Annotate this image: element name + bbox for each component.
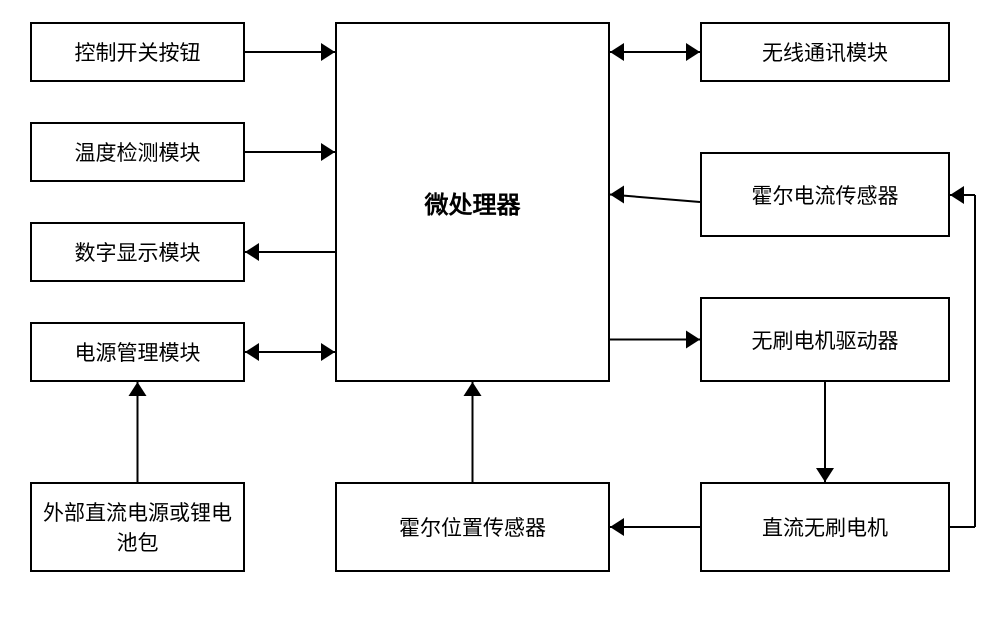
box-label-bottom: 霍尔位置传感器 <box>399 512 546 542</box>
box-label-center: 微处理器 <box>425 185 521 220</box>
box-left4: 电源管理模块 <box>30 322 245 382</box>
box-label-right4: 直流无刷电机 <box>762 512 888 542</box>
box-label-left3: 数字显示模块 <box>75 237 201 267</box>
box-label-right1: 无线通讯模块 <box>762 37 888 67</box>
box-label-right2: 霍尔电流传感器 <box>752 180 899 210</box>
box-label-left2: 温度检测模块 <box>75 137 201 167</box>
box-label-left1: 控制开关按钮 <box>75 37 201 67</box>
box-label-left5: 外部直流电源或锂电池包 <box>36 497 239 557</box>
box-right4: 直流无刷电机 <box>700 482 950 572</box>
box-left3: 数字显示模块 <box>30 222 245 282</box>
box-right3: 无刷电机驱动器 <box>700 297 950 382</box>
box-label-right3: 无刷电机驱动器 <box>752 325 899 355</box>
box-center: 微处理器 <box>335 22 610 382</box>
box-right2: 霍尔电流传感器 <box>700 152 950 237</box>
box-right1: 无线通讯模块 <box>700 22 950 82</box>
box-bottom: 霍尔位置传感器 <box>335 482 610 572</box>
box-left5: 外部直流电源或锂电池包 <box>30 482 245 572</box>
box-left1: 控制开关按钮 <box>30 22 245 82</box>
box-left2: 温度检测模块 <box>30 122 245 182</box>
box-label-left4: 电源管理模块 <box>75 337 201 367</box>
